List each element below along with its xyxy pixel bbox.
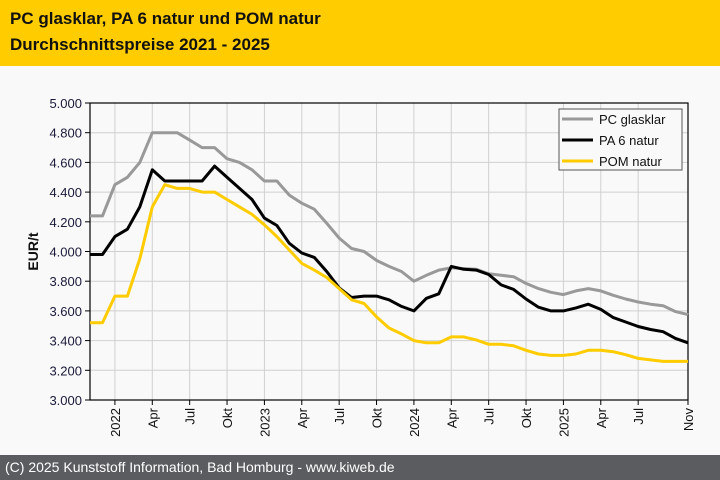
x-tick-label: Apr <box>295 407 310 428</box>
legend-label: PA 6 natur <box>599 133 659 148</box>
x-tick-label: Jul <box>183 408 198 425</box>
x-tick-label: 2025 <box>556 408 571 437</box>
x-tick-label: Apr <box>145 407 160 428</box>
y-tick-label: 3.600 <box>49 304 82 319</box>
x-tick-label: Jul <box>631 408 646 425</box>
x-tick-label: Jul <box>332 408 347 425</box>
chart-title: PC glasklar, PA 6 natur und POM natur <box>10 9 321 28</box>
y-tick-label: 4.200 <box>49 215 82 230</box>
plot-frame <box>89 102 689 401</box>
y-tick-label: 3.800 <box>49 274 82 289</box>
series-line-pom-natur <box>90 183 688 363</box>
y-tick-label: 4.800 <box>49 126 82 141</box>
copyright-footer: (C) 2025 Kunststoff Information, Bad Hom… <box>0 455 720 480</box>
y-tick-label: 3.000 <box>49 393 82 408</box>
x-tick-label: Apr <box>594 407 609 428</box>
x-tick-label: 2023 <box>257 408 272 437</box>
legend-label: POM natur <box>599 154 663 169</box>
legend-label: PC glasklar <box>599 112 666 127</box>
series-line-pa-6-natur <box>90 164 689 345</box>
y-tick-label: 4.000 <box>49 245 82 260</box>
y-tick-label: 3.400 <box>49 334 82 349</box>
header-banner: PC glasklar, PA 6 natur und POM natur Du… <box>0 0 720 66</box>
series-line-pc-glasklar <box>90 131 689 317</box>
x-tick-label: Apr <box>444 407 459 428</box>
y-axis-label: EUR/t <box>25 232 41 270</box>
x-tick-label: Okt <box>220 408 235 429</box>
chart-subtitle: Durchschnittspreise 2021 - 2025 <box>10 35 270 54</box>
y-tick-label: 4.600 <box>49 155 82 170</box>
x-tick-label: 2024 <box>407 408 422 437</box>
y-tick-label: 3.200 <box>49 363 82 378</box>
x-tick-label: Jul <box>482 408 497 425</box>
x-tick-label: 2022 <box>108 408 123 437</box>
y-tick-label: 5.000 <box>49 96 82 111</box>
x-tick-label: Okt <box>370 408 385 429</box>
y-tick-label: 4.400 <box>49 185 82 200</box>
line-chart: 3.000 3.200 3.400 3.600 3.800 4.000 4.200 4.400… <box>25 96 696 437</box>
x-tick-label: Okt <box>519 408 534 429</box>
x-tick-label: Nov <box>681 408 696 432</box>
